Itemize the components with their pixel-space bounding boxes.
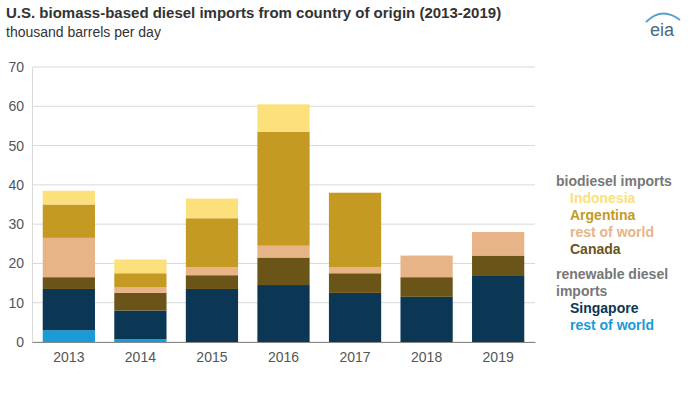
y-tick-label: 10 <box>8 295 24 311</box>
bar <box>186 275 238 289</box>
series <box>43 104 310 273</box>
bar <box>400 255 452 256</box>
y-tick: 0 <box>16 334 32 350</box>
bar <box>329 293 381 342</box>
legend: biodiesel importsIndonesiaArgentinarest … <box>556 173 672 333</box>
bar <box>400 277 452 297</box>
bar <box>114 260 166 274</box>
y-tick-label: 50 <box>8 138 24 154</box>
bar <box>329 193 381 268</box>
y-tick: 40 <box>8 177 32 193</box>
bar <box>43 205 95 238</box>
grid-line <box>32 67 535 68</box>
y-axis-line <box>32 68 33 343</box>
x-tick: 2018 <box>411 342 442 365</box>
bar <box>257 285 309 342</box>
bar <box>400 255 452 256</box>
bar <box>472 232 524 233</box>
bar <box>257 258 309 286</box>
y-tick: 10 <box>8 295 32 311</box>
y-tick-label: 70 <box>8 59 24 75</box>
bar <box>329 267 381 273</box>
legend-entry: Singapore <box>570 300 639 316</box>
bar <box>186 199 238 219</box>
x-tick: 2014 <box>125 342 156 365</box>
bars <box>43 104 525 342</box>
bar <box>114 287 166 293</box>
series <box>43 132 381 287</box>
series <box>43 256 525 311</box>
bar <box>114 311 166 340</box>
bar <box>43 277 95 289</box>
bar <box>186 218 238 267</box>
y-tick-label: 40 <box>8 177 24 193</box>
legend-entry: Canada <box>570 241 621 257</box>
grid <box>32 67 535 342</box>
bar <box>400 297 452 342</box>
x-tick-label: 2014 <box>125 349 156 365</box>
bar <box>329 192 381 193</box>
y-tick: 70 <box>8 59 32 75</box>
y-tick-label: 60 <box>8 98 24 114</box>
x-tick-label: 2017 <box>339 349 370 365</box>
bar <box>114 293 166 311</box>
legend-entry: Argentina <box>570 207 636 223</box>
chart: U.S. biomass-based diesel imports from c… <box>0 0 700 393</box>
x-tick: 2017 <box>339 342 370 365</box>
logo-text: eia <box>650 20 675 40</box>
legend-entry: rest of world <box>570 224 654 240</box>
bar <box>186 267 238 275</box>
y-axis: 0 10 20 30 40 50 60 70 <box>8 59 32 350</box>
x-tick-label: 2013 <box>53 349 84 365</box>
bar <box>472 256 524 276</box>
x-tick-label: 2018 <box>411 349 442 365</box>
plot: 0102030405060702013201420152016201720182… <box>8 59 535 365</box>
x-axis: 2013 2014 2015 2016 2017 2018 2019 <box>33 342 536 365</box>
bar <box>43 191 95 205</box>
bar <box>43 289 95 330</box>
y-tick-label: 20 <box>8 255 24 271</box>
x-tick-label: 2015 <box>196 349 227 365</box>
legend-entry: rest of world <box>570 317 654 333</box>
x-tick-label: 2019 <box>483 349 514 365</box>
x-tick-label: 2016 <box>268 349 299 365</box>
bar <box>43 330 95 342</box>
subtitle: thousand barrels per day <box>6 24 161 40</box>
x-tick: 2013 <box>53 342 84 365</box>
bar <box>400 256 452 278</box>
logo: eia <box>646 13 680 40</box>
x-tick: 2015 <box>196 342 227 365</box>
y-tick: 30 <box>8 216 32 232</box>
bar <box>472 232 524 256</box>
bar <box>472 275 524 342</box>
bar <box>257 132 309 246</box>
bar <box>329 273 381 293</box>
y-tick-label: 0 <box>16 334 24 350</box>
y-tick: 50 <box>8 138 32 154</box>
bar <box>472 232 524 233</box>
bar <box>114 339 166 342</box>
title: U.S. biomass-based diesel imports from c… <box>6 4 501 21</box>
y-tick: 20 <box>8 255 32 271</box>
x-axis-line <box>33 342 536 343</box>
bar <box>257 246 309 258</box>
legend-entry: Indonesia <box>570 190 636 206</box>
y-tick-label: 30 <box>8 216 24 232</box>
bar <box>43 238 95 277</box>
legend-group-title: renewable dieselimports <box>556 266 668 299</box>
bar <box>257 104 309 132</box>
bar <box>186 289 238 342</box>
legend-group-title: biodiesel imports <box>556 173 672 189</box>
x-tick: 2019 <box>483 342 514 365</box>
bar <box>114 273 166 287</box>
y-tick: 60 <box>8 98 32 114</box>
x-tick: 2016 <box>268 342 299 365</box>
